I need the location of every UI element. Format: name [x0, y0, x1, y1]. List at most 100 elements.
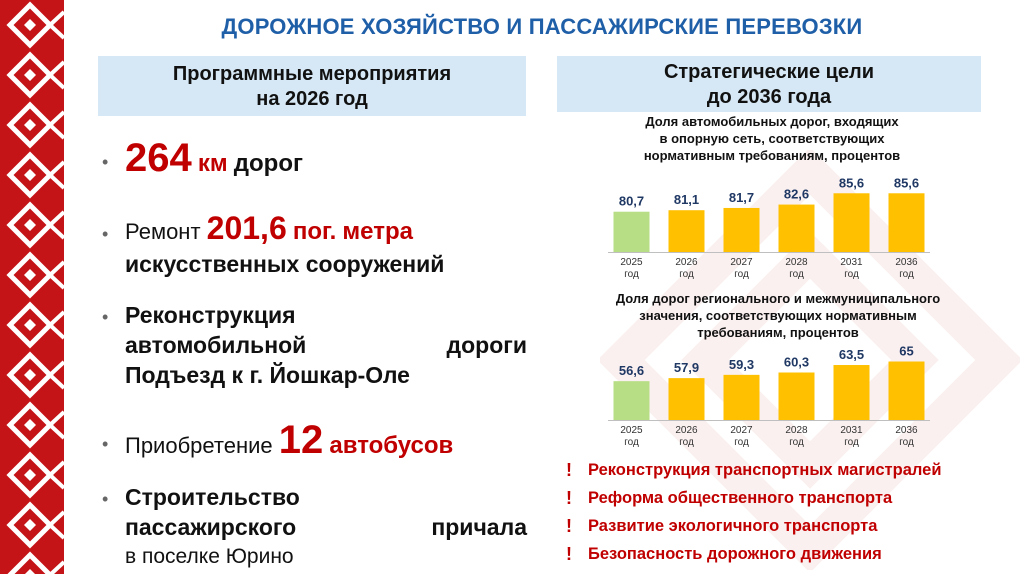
pier-line-3: в поселке Юрино: [125, 545, 294, 568]
chart-1-title-line-2: в опорную сеть, соответствующих: [659, 131, 885, 146]
ornament-border: [0, 0, 64, 574]
chart-2-tick-label: 2036: [895, 425, 918, 436]
chart-2-data-label: 57,9: [674, 360, 699, 375]
chart-1-bar: [668, 210, 705, 252]
chart-2-tick-label: 2028: [785, 425, 808, 436]
chart-2-tick-suffix: год: [624, 437, 639, 448]
chart-2-tick-suffix: год: [679, 437, 694, 448]
chart-1-tick-label: 2028: [785, 257, 808, 268]
item-buses: • Приобретение 12 автобусов: [102, 418, 527, 462]
buses-prefix: Приобретение: [125, 433, 273, 458]
chart-1-tick-label: 2036: [895, 257, 918, 268]
chart-1-tick-label: 2026: [675, 257, 698, 268]
goal-item: ! Реконструкция транспортных магистралей: [566, 456, 941, 484]
chart-1-tick-label: 2025: [620, 257, 643, 268]
item-repair: • Ремонт 201,6 пог. метра искусственных …: [102, 210, 527, 278]
chart-1-data-label: 80,7: [619, 194, 644, 209]
goal-text: Реформа общественного транспорта: [588, 488, 893, 507]
bullet-icon: •: [102, 307, 109, 327]
chart-2-data-label: 65: [899, 344, 913, 359]
chart-2-data-label: 59,3: [729, 357, 754, 372]
reconstruction-line-1: Реконструкция: [125, 302, 296, 328]
chart-1-bar: [613, 211, 650, 252]
pier-line-1: Строительство: [125, 484, 300, 510]
bullet-icon: •: [102, 152, 109, 172]
goals-header-line-2: до 2036 года: [706, 86, 832, 108]
chart-1-data-label: 82,6: [784, 187, 809, 202]
goal-text: Развитие экологичного транспорта: [588, 516, 878, 535]
goals-header-line-1: Стратегические цели: [663, 61, 875, 83]
roads-value: 264: [125, 136, 192, 180]
exclamation-icon: !: [566, 515, 572, 536]
bullet-icon: •: [102, 224, 109, 244]
chart-2-bar: [888, 361, 925, 420]
chart-2-tick-suffix: год: [789, 437, 804, 448]
goal-text: Реконструкция транспортных магистралей: [588, 460, 942, 479]
goal-item: ! Развитие экологичного транспорта: [566, 512, 941, 540]
goals-header: Стратегические цели до 2036 года: [557, 56, 981, 112]
chart-1-data-label: 85,6: [894, 175, 919, 190]
chart-2-title-line-3: требованиям, процентов: [697, 325, 859, 340]
repair-unit-2: метра: [342, 218, 413, 245]
chart-1-tick-suffix: год: [734, 269, 749, 280]
watermark-ornament: [600, 150, 1020, 570]
buses-text: автобусов: [329, 432, 454, 459]
chart-2-tick-label: 2026: [675, 425, 698, 436]
chart-1-tick-suffix: год: [624, 269, 639, 280]
chart-2-tick-suffix: год: [734, 437, 749, 448]
chart-1-tick-label: 2031: [840, 257, 863, 268]
program-header-line-1: Программные мероприятия: [172, 63, 452, 85]
chart-1-data-label: 81,7: [729, 190, 754, 205]
pier-line-2b: причала: [431, 514, 527, 540]
item-roads: • 264 км дорог: [102, 136, 527, 180]
bullet-icon: •: [102, 434, 109, 454]
chart-2-tick-label: 2025: [620, 425, 643, 436]
goal-text: Безопасность дорожного движения: [588, 544, 882, 563]
chart-1-title-line-1: Доля автомобильных дорог, входящих: [645, 114, 899, 129]
buses-value: 12: [278, 418, 324, 462]
repair-value: 201,6: [206, 210, 287, 246]
repair-prefix: Ремонт: [125, 219, 201, 244]
chart-1-bar: [778, 204, 815, 252]
reconstruction-line-2b: дороги: [446, 332, 527, 358]
chart-1-tick-suffix: год: [844, 269, 859, 280]
chart-2-bar: [613, 381, 650, 420]
chart-1-bar: [888, 193, 925, 252]
goals-list: ! Реконструкция транспортных магистралей …: [566, 456, 941, 568]
chart-1-bar: [833, 193, 870, 252]
chart-2-tick-suffix: год: [844, 437, 859, 448]
bullet-icon: •: [102, 489, 109, 509]
goal-item: ! Безопасность дорожного движения: [566, 540, 941, 568]
program-header: Программные мероприятия на 2026 год: [98, 56, 526, 116]
exclamation-icon: !: [566, 459, 572, 480]
chart-2-data-label: 60,3: [784, 355, 809, 370]
exclamation-icon: !: [566, 487, 572, 508]
program-header-line-2: на 2026 год: [256, 88, 368, 110]
chart-1-tick-suffix: год: [679, 269, 694, 280]
chart-1-tick-suffix: год: [789, 269, 804, 280]
chart-1-title: Доля автомобильных дорог, входящих в опо…: [600, 113, 944, 164]
chart-2: 56,62025год57,92026год59,32027год60,3202…: [608, 344, 930, 448]
chart-2-data-label: 63,5: [839, 347, 864, 362]
roads-text: дорог: [233, 150, 303, 177]
chart-1-bar: [723, 207, 760, 252]
chart-2-title-line-2: значения, соответствующих нормативным: [639, 308, 917, 323]
item-reconstruction: • Реконструкция автомобильной дороги Под…: [102, 300, 527, 390]
chart-1-data-label: 85,6: [839, 175, 864, 190]
chart-1-tick-label: 2027: [730, 257, 753, 268]
chart-2-tick-label: 2027: [730, 425, 753, 436]
chart-2-bar: [668, 378, 705, 420]
chart-1-title-line-3: нормативным требованиям, процентов: [643, 148, 901, 163]
chart-2-tick-suffix: год: [899, 437, 914, 448]
chart-1-tick-suffix: год: [899, 269, 914, 280]
item-pier: • Строительство пассажирского причала в …: [102, 482, 527, 572]
repair-unit-1: пог.: [292, 218, 337, 245]
chart-1: 80,72025год81,12026год81,72027год82,6202…: [608, 175, 930, 280]
repair-line-2: искусственных сооружений: [125, 251, 445, 277]
reconstruction-line-3: Подъезд к г. Йошкар-Оле: [125, 362, 410, 388]
pier-line-2a: пассажирского: [125, 514, 297, 540]
chart-2-bar: [723, 374, 760, 420]
chart-2-tick-label: 2031: [840, 425, 863, 436]
chart-2-title: Доля дорог регионального и межмуниципаль…: [578, 290, 978, 341]
chart-2-data-label: 56,6: [619, 363, 644, 378]
